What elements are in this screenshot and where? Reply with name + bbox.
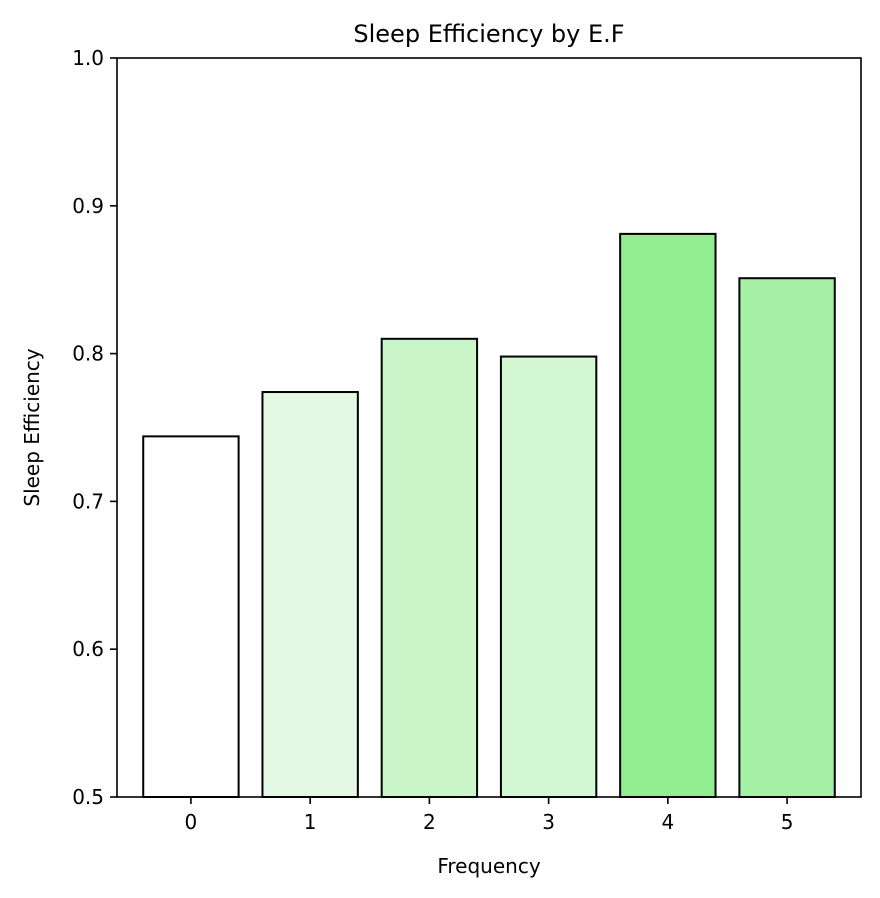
- y-tick-label: 0.7: [72, 489, 104, 513]
- bar-5: [738, 277, 836, 798]
- y-axis-ticks: 0.5 0.6 0.7 0.8 0.9 1.0: [72, 46, 117, 809]
- x-tick-label: 3: [542, 810, 555, 834]
- y-axis-label: Sleep Efficiency: [20, 348, 44, 506]
- x-tick-label: 5: [781, 810, 794, 834]
- y-tick-label: 0.8: [72, 342, 104, 366]
- bars-group: [142, 232, 836, 798]
- bar-4: [619, 232, 717, 798]
- plot-frame: [116, 57, 862, 798]
- y-tick-label: 1.0: [72, 46, 104, 70]
- x-axis-ticks: 0 1 2 3 4 5: [185, 797, 794, 834]
- bar-3: [499, 355, 598, 798]
- bar-0: [142, 435, 240, 798]
- bar-1: [261, 391, 359, 798]
- y-tick-label: 0.9: [72, 194, 104, 218]
- x-tick-label: 0: [185, 810, 198, 834]
- x-axis-label: Frequency: [437, 854, 540, 878]
- y-tick-label: 0.5: [72, 785, 104, 809]
- chart-title: Sleep Efficiency by E.F: [353, 20, 624, 48]
- x-tick-label: 1: [304, 810, 317, 834]
- x-tick-label: 4: [661, 810, 674, 834]
- bar-2: [380, 337, 479, 798]
- y-tick-label: 0.6: [72, 637, 104, 661]
- x-tick-label: 2: [423, 810, 436, 834]
